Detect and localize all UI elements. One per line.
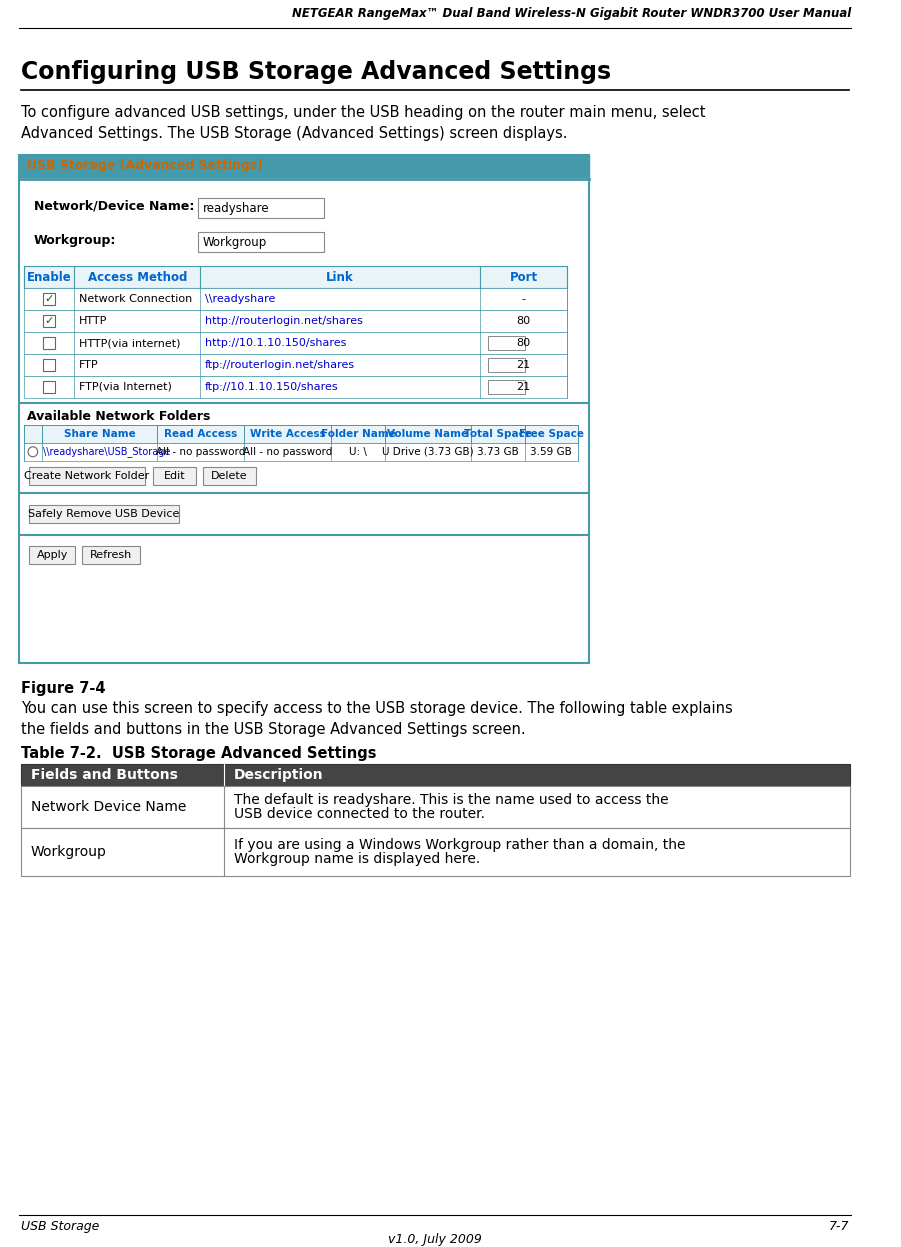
Text: To configure advanced USB settings, under the USB heading on the router main men: To configure advanced USB settings, unde…: [22, 105, 705, 141]
Bar: [22, 828, 851, 875]
Text: -: -: [522, 294, 525, 304]
Text: 21: 21: [516, 360, 531, 370]
Text: NETGEAR RangeMax™ Dual Band Wireless-N Gigabit Router WNDR3700 User Manual: NETGEAR RangeMax™ Dual Band Wireless-N G…: [292, 7, 851, 20]
Text: \\readyshare: \\readyshare: [205, 294, 275, 304]
Bar: [43, 359, 55, 370]
Text: Fields and Buttons: Fields and Buttons: [31, 768, 177, 782]
Text: 3.73 GB: 3.73 GB: [478, 446, 519, 456]
Bar: [24, 288, 567, 311]
Text: Volume Name: Volume Name: [387, 429, 469, 439]
Text: HTTP(via internet): HTTP(via internet): [79, 338, 181, 348]
Text: All - no password: All - no password: [243, 446, 332, 456]
Text: Free Space: Free Space: [519, 429, 584, 439]
Text: v1.0, July 2009: v1.0, July 2009: [387, 1233, 482, 1246]
Text: 80: 80: [516, 317, 531, 327]
Bar: [152, 466, 196, 485]
Text: http://routerlogin.net/shares: http://routerlogin.net/shares: [205, 317, 363, 327]
Bar: [24, 375, 567, 398]
Text: You can use this screen to specify access to the USB storage device. The followi: You can use this screen to specify acces…: [22, 701, 733, 737]
Bar: [19, 155, 589, 663]
Text: Folder Name: Folder Name: [321, 429, 396, 439]
Text: Apply: Apply: [36, 550, 68, 560]
Text: ftp://routerlogin.net/shares: ftp://routerlogin.net/shares: [205, 360, 355, 370]
Bar: [198, 232, 323, 252]
Text: readyshare: readyshare: [203, 202, 269, 214]
Text: 3.59 GB: 3.59 GB: [531, 446, 572, 456]
Text: Refresh: Refresh: [90, 550, 132, 560]
Bar: [43, 380, 55, 393]
Text: Table 7-2.  USB Storage Advanced Settings: Table 7-2. USB Storage Advanced Settings: [22, 746, 377, 761]
Bar: [24, 443, 578, 460]
Bar: [29, 546, 76, 565]
Bar: [29, 466, 145, 485]
Bar: [22, 764, 851, 786]
Text: Available Network Folders: Available Network Folders: [27, 410, 211, 423]
Text: Safely Remove USB Device: Safely Remove USB Device: [28, 509, 179, 519]
Text: Access Method: Access Method: [87, 271, 187, 284]
Text: Figure 7-4: Figure 7-4: [22, 681, 105, 696]
Bar: [24, 267, 567, 288]
Text: The default is readyshare. This is the name used to access the: The default is readyshare. This is the n…: [233, 793, 669, 807]
Bar: [203, 466, 256, 485]
Text: Write Access: Write Access: [250, 429, 326, 439]
Text: Delete: Delete: [211, 470, 248, 480]
Text: If you are using a Windows Workgroup rather than a domain, the: If you are using a Windows Workgroup rat…: [233, 838, 686, 852]
Text: Create Network Folder: Create Network Folder: [24, 470, 150, 480]
Bar: [487, 380, 524, 394]
Text: Enable: Enable: [27, 271, 72, 284]
Text: USB Storage (Advanced Settings): USB Storage (Advanced Settings): [27, 160, 263, 172]
Bar: [198, 198, 323, 218]
Bar: [24, 354, 567, 375]
Text: Description: Description: [233, 768, 323, 782]
Bar: [29, 505, 178, 522]
Text: Workgroup:: Workgroup:: [34, 234, 116, 247]
Bar: [24, 425, 578, 443]
Text: Read Access: Read Access: [164, 429, 238, 439]
Text: Share Name: Share Name: [64, 429, 135, 439]
Bar: [43, 315, 55, 327]
Bar: [82, 546, 140, 565]
Text: FTP: FTP: [79, 360, 99, 370]
Text: Workgroup: Workgroup: [203, 236, 267, 249]
Text: Network Device Name: Network Device Name: [31, 799, 187, 814]
Text: Workgroup name is displayed here.: Workgroup name is displayed here.: [233, 852, 480, 865]
Text: FTP(via Internet): FTP(via Internet): [79, 382, 172, 392]
Text: Configuring USB Storage Advanced Settings: Configuring USB Storage Advanced Setting…: [22, 60, 612, 84]
Text: \\readyshare\USB_Storage: \\readyshare\USB_Storage: [43, 446, 171, 458]
Text: Total Space: Total Space: [464, 429, 532, 439]
Bar: [24, 332, 567, 354]
Text: ✓: ✓: [44, 317, 54, 327]
Text: U Drive (3.73 GB): U Drive (3.73 GB): [382, 446, 474, 456]
Bar: [19, 155, 589, 177]
Bar: [22, 786, 851, 828]
Text: Network Connection: Network Connection: [79, 294, 193, 304]
Text: Port: Port: [510, 271, 538, 284]
Bar: [43, 337, 55, 349]
Text: ✓: ✓: [44, 294, 54, 304]
Text: Workgroup: Workgroup: [31, 844, 107, 859]
Bar: [487, 358, 524, 372]
Text: HTTP: HTTP: [79, 317, 107, 327]
Text: All - no password: All - no password: [156, 446, 246, 456]
Text: ftp://10.1.10.150/shares: ftp://10.1.10.150/shares: [205, 382, 339, 392]
Text: USB Storage: USB Storage: [22, 1220, 100, 1233]
Bar: [487, 337, 524, 350]
Text: U: \: U: \: [349, 446, 367, 456]
Bar: [24, 311, 567, 332]
Text: 80: 80: [516, 338, 531, 348]
Text: USB device connected to the router.: USB device connected to the router.: [233, 807, 485, 821]
Bar: [43, 293, 55, 306]
Text: http://10.1.10.150/shares: http://10.1.10.150/shares: [205, 338, 346, 348]
Text: 21: 21: [516, 382, 531, 392]
Text: Network/Device Name:: Network/Device Name:: [34, 200, 195, 213]
Text: Link: Link: [326, 271, 354, 284]
Text: Edit: Edit: [164, 470, 186, 480]
Text: 7-7: 7-7: [829, 1220, 850, 1233]
